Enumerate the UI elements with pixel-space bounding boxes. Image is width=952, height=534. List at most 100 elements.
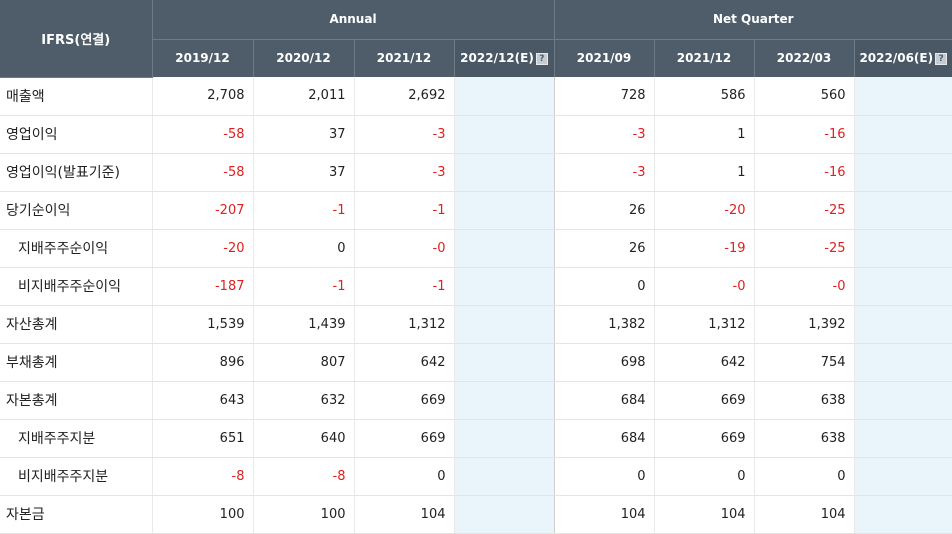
value-cell	[453, 229, 555, 268]
value-cell: -3	[553, 153, 655, 192]
value-cell: 0	[653, 457, 755, 496]
value-cell: -16	[753, 115, 855, 154]
period-header-1: 2020/12	[252, 39, 354, 77]
table-body: 매출액 2,708 2,011 2,692 728 586 560 영업이익 -58 37 -3 -3…	[0, 77, 952, 534]
row-label: 지배주주순이익	[0, 229, 152, 268]
row-label: 영업이익	[0, 115, 152, 154]
value-cell: 684	[553, 419, 655, 458]
value-cell: 0	[553, 267, 655, 306]
value-cell: 0	[252, 229, 354, 268]
value-cell	[853, 457, 952, 496]
table-row: 자산총계 1,539 1,439 1,312 1,382 1,312 1,392	[0, 305, 952, 344]
row-label: 자본총계	[0, 381, 152, 420]
value-cell: 586	[653, 77, 755, 116]
value-cell: 698	[553, 343, 655, 382]
period-header-4: 2021/09	[553, 39, 655, 77]
value-cell: -0	[653, 267, 755, 306]
value-cell: 669	[353, 419, 454, 458]
row-label: 자본금	[0, 495, 152, 534]
value-cell: 2,011	[252, 77, 354, 116]
value-cell	[453, 343, 555, 382]
value-cell: -25	[753, 191, 855, 230]
value-cell: -1	[353, 191, 454, 230]
value-cell: 632	[252, 381, 354, 420]
value-cell	[853, 115, 952, 154]
value-cell	[453, 267, 555, 306]
value-cell: 669	[653, 381, 755, 420]
table-row: 지배주주지분 651 640 669 684 669 638	[0, 419, 952, 458]
value-cell: 728	[553, 77, 655, 116]
period-label: 2021/12	[676, 51, 732, 66]
value-cell: 0	[753, 457, 855, 496]
value-cell: 2,708	[151, 77, 253, 116]
value-cell	[853, 419, 952, 458]
table-row: 자본총계 643 632 669 684 669 638	[0, 381, 952, 420]
value-cell: 26	[553, 229, 655, 268]
row-label: 지배주주지분	[0, 419, 152, 458]
value-cell: 754	[753, 343, 855, 382]
row-label: 당기순이익	[0, 191, 152, 230]
value-cell: 104	[753, 495, 855, 534]
row-label: 부채총계	[0, 343, 152, 382]
value-cell: 2,692	[353, 77, 454, 116]
row-label: 비지배주주순이익	[0, 267, 152, 306]
value-cell: -0	[353, 229, 454, 268]
value-cell: 37	[252, 153, 354, 192]
value-cell: 0	[553, 457, 655, 496]
value-cell: 0	[353, 457, 454, 496]
value-cell: 37	[252, 115, 354, 154]
period-label: 2021/09	[576, 51, 632, 66]
table-row: 비지배주주순이익 -187 -1 -1 0 -0 -0	[0, 267, 952, 306]
row-label: 매출액	[0, 77, 152, 116]
value-cell: -187	[151, 267, 253, 306]
value-cell: 1,392	[753, 305, 855, 344]
value-cell: 896	[151, 343, 253, 382]
value-cell: 1	[653, 115, 755, 154]
help-icon[interactable]: ?	[535, 53, 548, 66]
value-cell: 642	[653, 343, 755, 382]
table-row: 비지배주주지분 -8 -8 0 0 0 0	[0, 457, 952, 496]
value-cell: 640	[252, 419, 354, 458]
value-cell: 100	[252, 495, 354, 534]
value-cell: -25	[753, 229, 855, 268]
period-header-0: 2019/12	[151, 39, 253, 77]
value-cell: -3	[553, 115, 655, 154]
period-label: 2021/12	[376, 51, 432, 66]
help-icon[interactable]: ?	[935, 53, 948, 66]
value-cell: -3	[353, 115, 454, 154]
value-cell: 26	[553, 191, 655, 230]
value-cell	[853, 495, 952, 534]
value-cell	[853, 153, 952, 192]
value-cell: -207	[151, 191, 253, 230]
table-row: 당기순이익 -207 -1 -1 26 -20 -25	[0, 191, 952, 230]
value-cell: 643	[151, 381, 253, 420]
value-cell	[453, 419, 555, 458]
value-cell	[453, 495, 555, 534]
value-cell: -1	[252, 267, 354, 306]
value-cell	[853, 77, 952, 116]
value-cell: -0	[753, 267, 855, 306]
value-cell	[853, 229, 952, 268]
value-cell: -8	[252, 457, 354, 496]
value-cell	[453, 153, 555, 192]
value-cell: 642	[353, 343, 454, 382]
value-cell: 807	[252, 343, 354, 382]
period-header-7[interactable]: 2022/06(E)?	[853, 39, 952, 77]
value-cell	[853, 381, 952, 420]
value-cell	[453, 77, 555, 116]
net-quarter-group-header: Net Quarter	[553, 0, 952, 40]
value-cell: 1,539	[151, 305, 253, 344]
value-cell: -58	[151, 115, 253, 154]
value-cell: 100	[151, 495, 253, 534]
value-cell	[453, 457, 555, 496]
value-cell: 1	[653, 153, 755, 192]
period-header-row: 2019/12 2020/12 2021/12 2022/12(E)? 2021/09 2…	[0, 39, 952, 77]
period-label: 2022/03	[776, 51, 832, 66]
value-cell: 1,312	[653, 305, 755, 344]
value-cell: -20	[653, 191, 755, 230]
period-label: 2019/12	[175, 51, 230, 66]
table-row: 지배주주순이익 -20 0 -0 26 -19 -25	[0, 229, 952, 268]
annual-group-header: Annual	[151, 0, 555, 40]
period-label: 2020/12	[276, 51, 331, 66]
period-header-3[interactable]: 2022/12(E)?	[453, 39, 555, 77]
